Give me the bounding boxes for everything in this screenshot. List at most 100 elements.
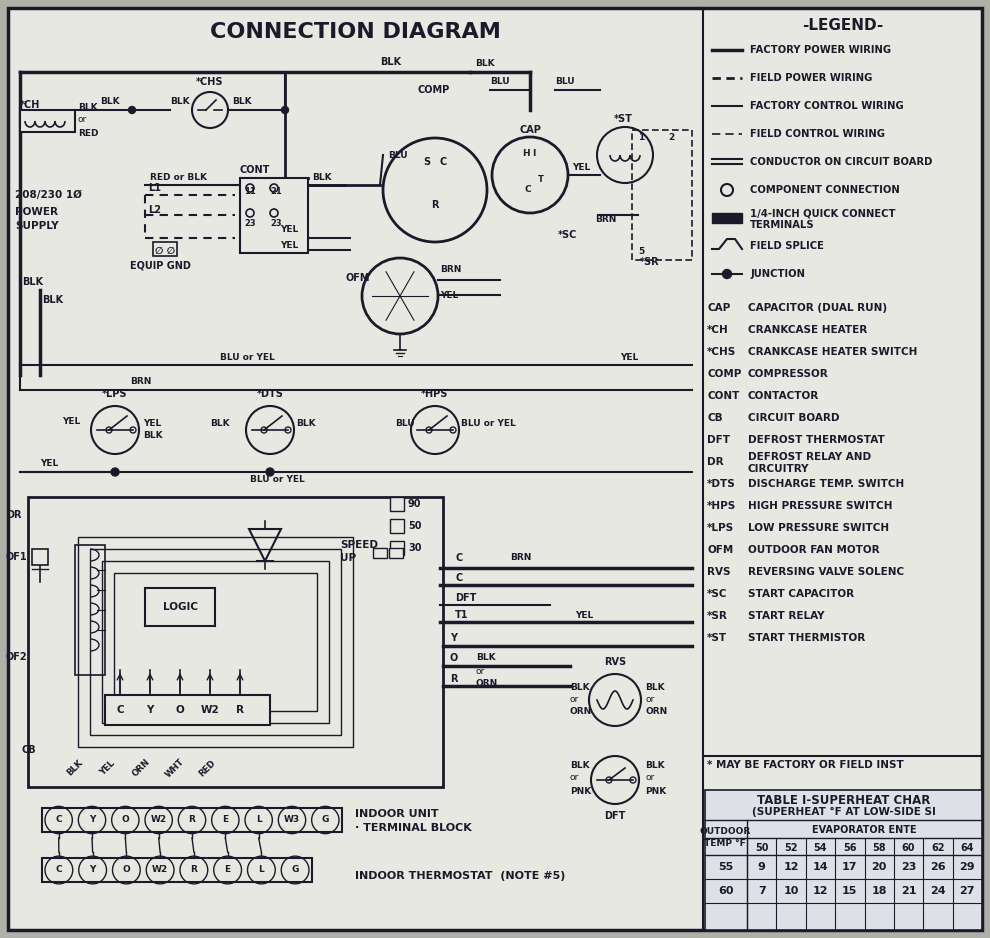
Bar — [78, 537, 353, 747]
Circle shape — [266, 468, 274, 476]
Text: 21: 21 — [901, 886, 917, 896]
Text: -LEGEND-: -LEGEND- — [802, 19, 884, 34]
Text: Y: Y — [450, 633, 457, 643]
Text: L1: L1 — [148, 183, 161, 193]
Circle shape — [111, 468, 119, 476]
Text: YEL: YEL — [620, 353, 639, 361]
Text: FIELD POWER WIRING: FIELD POWER WIRING — [750, 73, 872, 83]
Text: 10: 10 — [783, 886, 799, 896]
Bar — [390, 541, 404, 555]
Text: DR: DR — [6, 510, 22, 520]
Text: 55: 55 — [719, 862, 734, 872]
Bar — [28, 497, 443, 787]
Bar — [102, 561, 329, 723]
Text: 18: 18 — [871, 886, 887, 896]
Text: *CHS: *CHS — [707, 347, 737, 357]
Text: or: or — [645, 774, 654, 782]
Text: 1/4-INCH QUICK CONNECT: 1/4-INCH QUICK CONNECT — [750, 208, 896, 218]
Text: W2: W2 — [152, 866, 168, 874]
Text: RED: RED — [197, 758, 217, 779]
Bar — [20, 110, 75, 132]
Text: *CHS: *CHS — [196, 77, 224, 87]
Text: 1: 1 — [638, 133, 644, 143]
Text: 54: 54 — [814, 843, 828, 853]
Text: FACTORY CONTROL WIRING: FACTORY CONTROL WIRING — [750, 101, 904, 111]
Text: 12: 12 — [783, 862, 799, 872]
Text: UP: UP — [340, 553, 356, 563]
Text: BLU: BLU — [555, 78, 574, 86]
Circle shape — [281, 107, 288, 113]
Text: R: R — [432, 200, 439, 210]
Text: FIELD SPLICE: FIELD SPLICE — [750, 241, 824, 251]
Text: START CAPACITOR: START CAPACITOR — [748, 589, 854, 599]
Text: COMPRESSOR: COMPRESSOR — [748, 369, 829, 379]
Text: BLK: BLK — [570, 761, 590, 769]
Text: *HPS: *HPS — [422, 389, 448, 399]
Bar — [705, 790, 982, 930]
Text: BLK: BLK — [232, 98, 251, 107]
Text: OFM: OFM — [707, 545, 734, 555]
Text: 14: 14 — [813, 862, 829, 872]
Text: H: H — [522, 148, 530, 158]
Text: C: C — [525, 186, 532, 194]
Text: RED: RED — [78, 129, 98, 138]
Text: CB: CB — [707, 413, 723, 423]
Text: ORN: ORN — [131, 757, 152, 779]
Text: LOW PRESSURE SWITCH: LOW PRESSURE SWITCH — [748, 523, 889, 533]
Text: BLK: BLK — [78, 102, 98, 112]
Text: BLK: BLK — [296, 418, 316, 428]
Text: 2: 2 — [668, 133, 674, 143]
Text: BRN: BRN — [440, 265, 461, 275]
Text: S: S — [424, 157, 431, 167]
Text: BRN: BRN — [595, 216, 617, 224]
Text: or: or — [645, 695, 654, 704]
Text: EQUIP GND: EQUIP GND — [130, 260, 191, 270]
Text: BLU: BLU — [490, 78, 510, 86]
Bar — [90, 549, 341, 735]
Text: TERMINALS: TERMINALS — [750, 220, 815, 230]
Text: BLK: BLK — [170, 98, 190, 107]
Bar — [712, 213, 742, 223]
Text: 21: 21 — [270, 188, 282, 196]
Text: CONT: CONT — [240, 165, 270, 175]
Bar — [42, 858, 312, 882]
Bar — [32, 549, 48, 565]
Text: BLK: BLK — [645, 761, 664, 769]
Text: L: L — [255, 815, 261, 825]
Text: 90: 90 — [408, 499, 422, 509]
Text: YEL: YEL — [40, 460, 58, 468]
Text: 24: 24 — [931, 886, 945, 896]
Text: L: L — [258, 866, 264, 874]
Text: *LPS: *LPS — [707, 523, 735, 533]
Text: *SR: *SR — [707, 611, 728, 621]
Text: G: G — [322, 815, 329, 825]
Text: 62: 62 — [932, 843, 944, 853]
Text: PNK: PNK — [645, 786, 666, 795]
Text: COMP: COMP — [417, 85, 449, 95]
Text: C: C — [455, 573, 462, 583]
Text: O: O — [122, 815, 130, 825]
Text: BLU or YEL: BLU or YEL — [461, 418, 516, 428]
Text: * MAY BE FACTORY OR FIELD INST: * MAY BE FACTORY OR FIELD INST — [707, 760, 904, 770]
Text: YEL: YEL — [572, 163, 590, 173]
Text: YEL: YEL — [98, 759, 117, 778]
Circle shape — [723, 269, 732, 279]
Text: 7: 7 — [757, 886, 765, 896]
Text: *DTS: *DTS — [707, 479, 736, 489]
Bar — [42, 808, 342, 832]
Text: L2: L2 — [148, 205, 161, 215]
Bar — [75, 545, 105, 675]
Text: T1: T1 — [455, 610, 468, 620]
Text: BLU or YEL: BLU or YEL — [250, 476, 305, 485]
Text: BLK: BLK — [645, 684, 664, 692]
Text: *SR: *SR — [640, 257, 659, 267]
Text: E: E — [223, 815, 229, 825]
Text: 50: 50 — [408, 521, 422, 531]
Bar — [153, 242, 177, 256]
Text: SPEED: SPEED — [340, 540, 378, 550]
Text: BLK: BLK — [143, 431, 162, 441]
Text: DEFROST RELAY AND: DEFROST RELAY AND — [748, 452, 871, 462]
Text: LOGIC: LOGIC — [162, 602, 197, 612]
Text: COMP: COMP — [707, 369, 742, 379]
Text: (SUPERHEAT °F AT LOW-SIDE SI: (SUPERHEAT °F AT LOW-SIDE SI — [751, 807, 936, 817]
